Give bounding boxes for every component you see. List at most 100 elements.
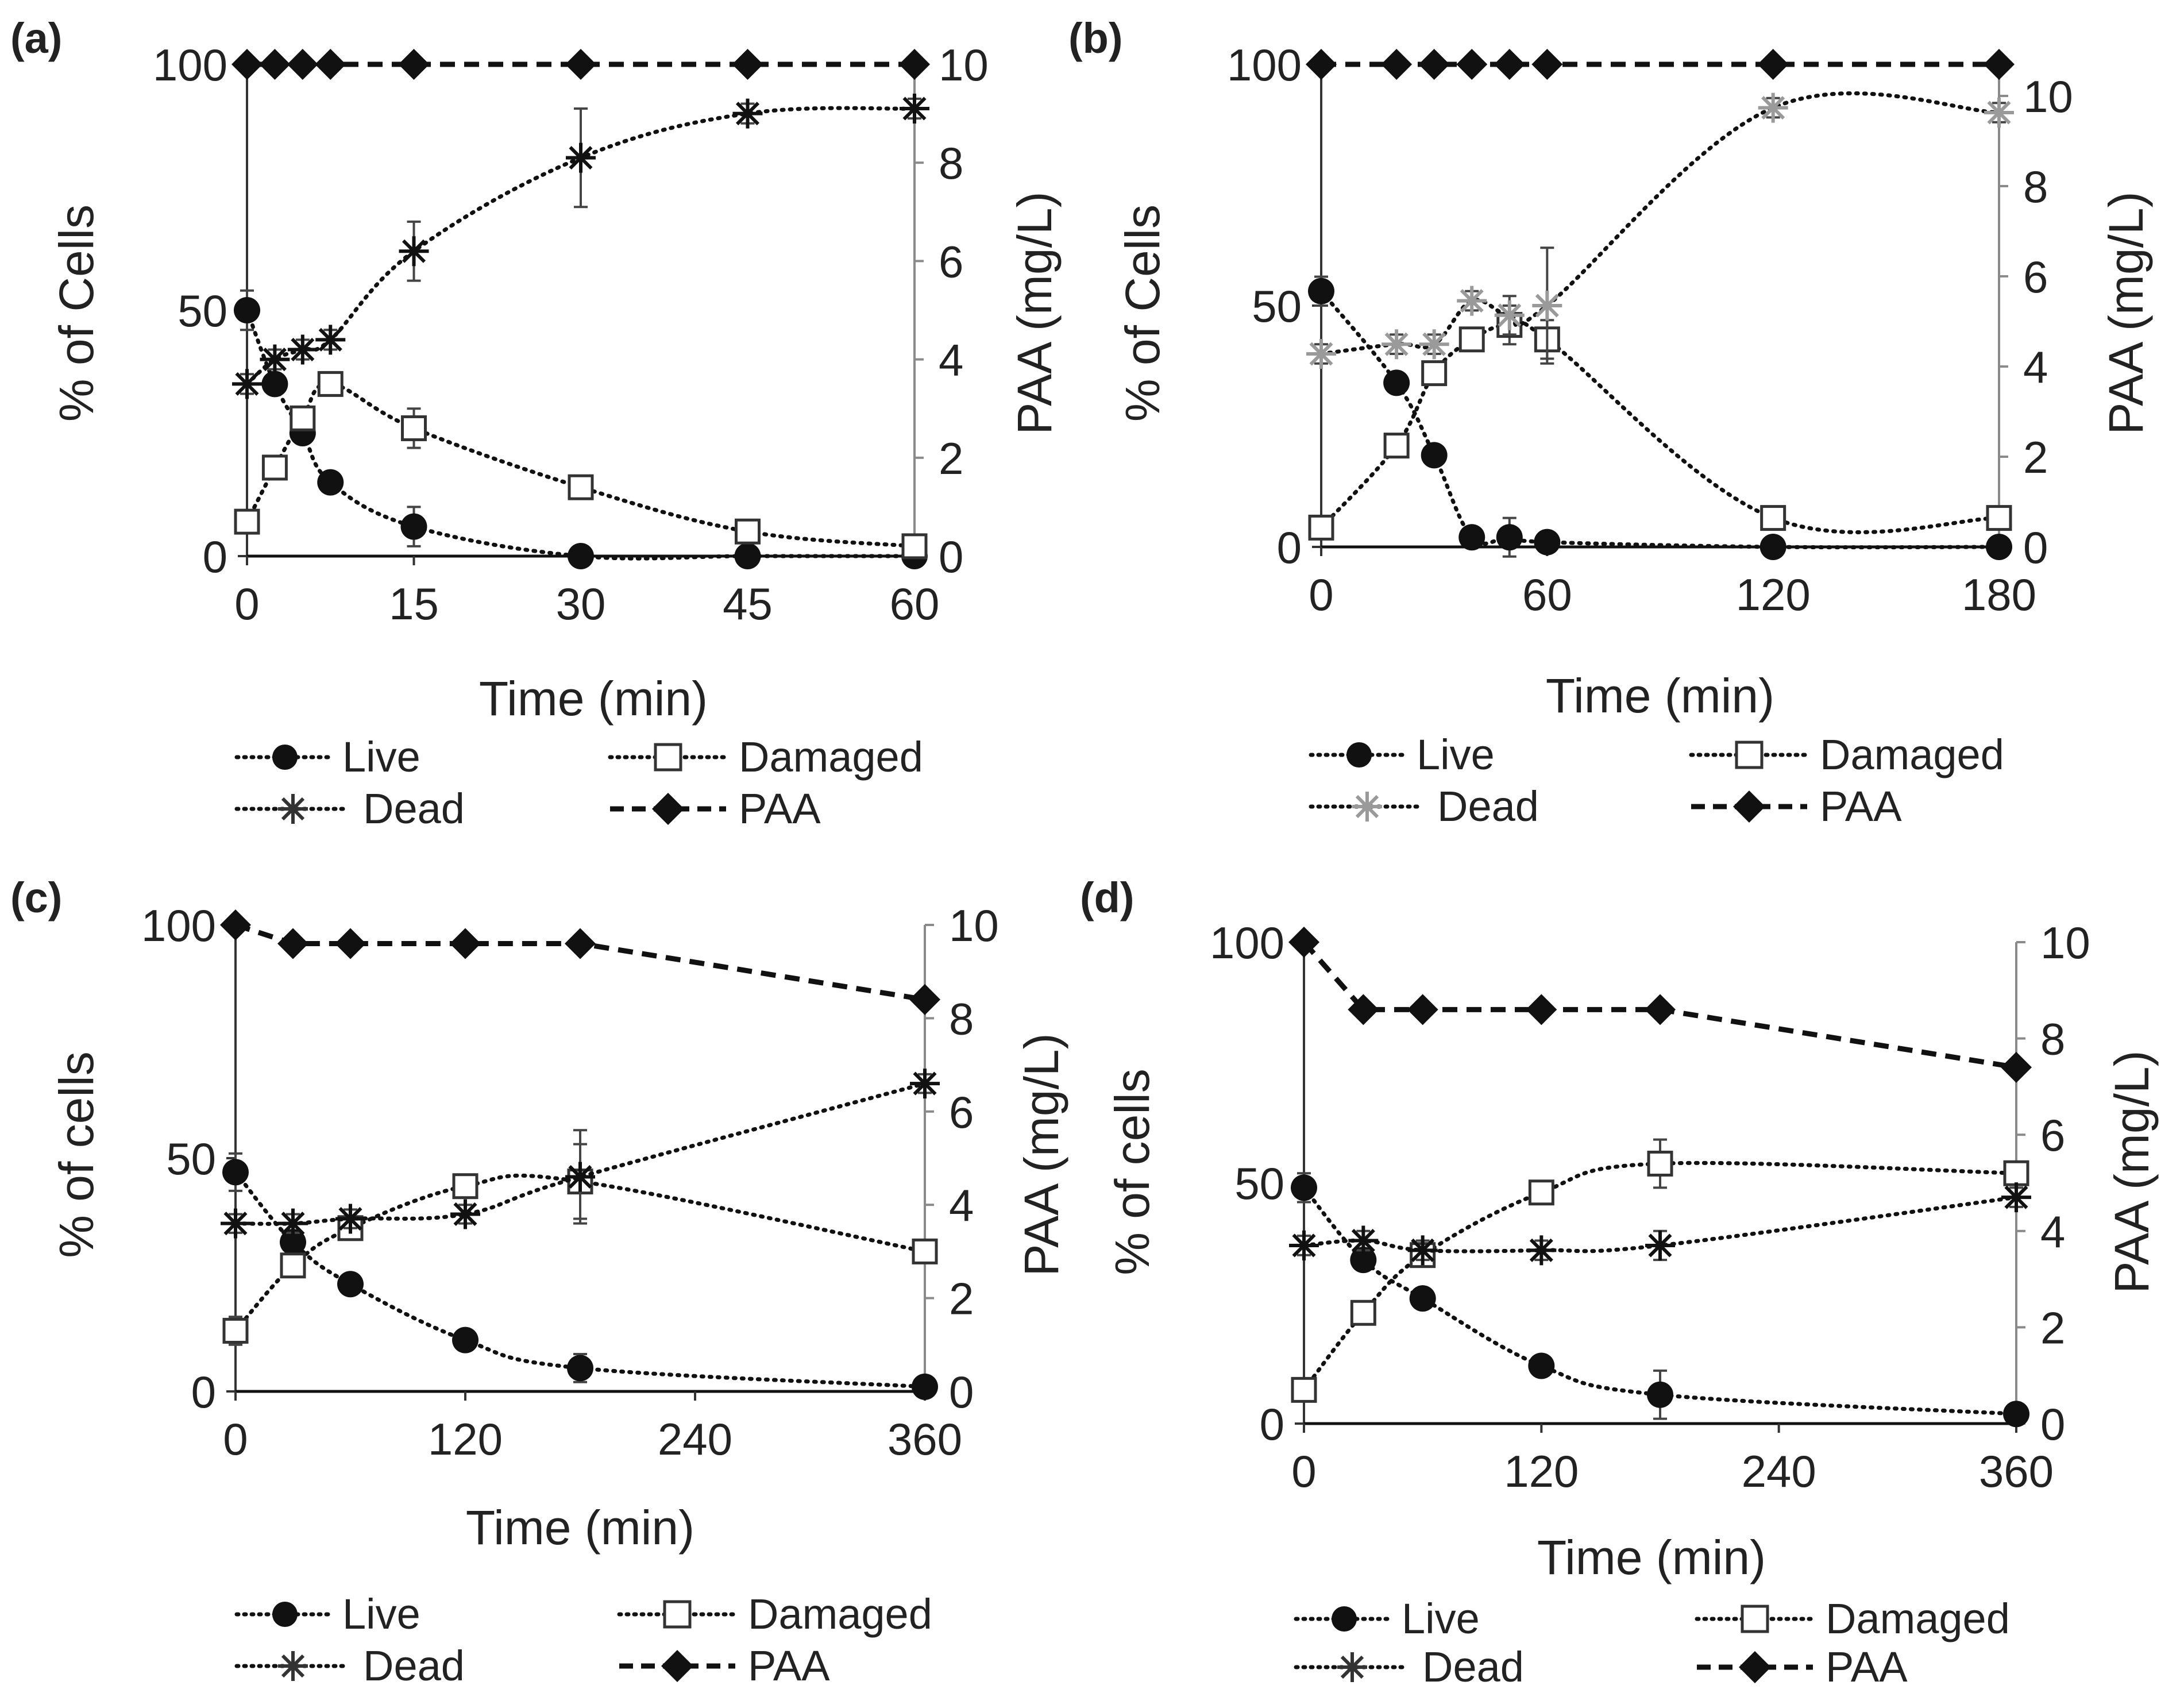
data-point-live-d [1291, 1174, 1317, 1201]
y-tick-label-d: 100 [1210, 917, 1284, 968]
y2-tick-label-c: 6 [949, 1087, 974, 1137]
series-paa-b [1306, 49, 2015, 80]
data-point-paa-b [1531, 49, 1563, 80]
y-tick-label-c: 100 [141, 900, 216, 951]
legend-live-b: Live [1309, 731, 1495, 778]
data-point-damaged-b [1421, 360, 1448, 387]
legend-damaged-c: Damaged [617, 1590, 932, 1638]
y2-tick-label-d: 10 [2040, 917, 2090, 968]
x-tick-label-c: 360 [888, 1414, 962, 1464]
legend-label-dead-c: Dead [363, 1642, 465, 1689]
series-paa-d [1288, 927, 2032, 1083]
y2-tick-label-a: 8 [939, 138, 963, 188]
y-tick-label-c: 50 [166, 1133, 216, 1184]
data-point-live-d [1647, 1381, 1673, 1408]
y2-axis-title-c: PAA (mg/L) [1014, 1033, 1068, 1276]
data-point-damaged-a [901, 533, 928, 560]
data-point-paa-b [1306, 49, 1337, 80]
data-point-paa-b [1418, 49, 1450, 80]
data-point-damaged-d [1291, 1376, 1317, 1403]
series-live-c [222, 1152, 938, 1400]
data-point-dead-a [566, 142, 596, 173]
x-tick-label-c: 0 [223, 1414, 248, 1464]
series-damaged-a [234, 371, 928, 560]
legend-marker-paa-a [652, 793, 684, 825]
legend-paa-b: PAA [1691, 782, 1902, 830]
series-paa-a [231, 49, 930, 80]
series-live-a [234, 289, 928, 569]
legend-label-damaged-d: Damaged [1826, 1595, 2010, 1642]
data-point-live-a [568, 543, 594, 569]
data-point-paa-c [335, 928, 366, 959]
y-tick-label-b: 50 [1252, 281, 1302, 331]
data-point-paa-a [315, 49, 346, 80]
legend-paa-a: PAA [610, 785, 821, 832]
data-point-dead-b [1419, 329, 1449, 360]
data-point-paa-c [450, 928, 481, 959]
data-point-dead-a [232, 369, 262, 399]
legend-dead-a: Dead [234, 785, 465, 832]
legend-d: Live Damaged Dead PAA [1294, 1595, 2010, 1689]
x-tick-label-b: 0 [1309, 569, 1333, 620]
legend-dead-b: Dead [1309, 782, 1539, 830]
series-line-paa-d [1302, 940, 2017, 1070]
x-axis-title-b: Time (min) [1546, 669, 1774, 723]
data-point-damaged-a [290, 405, 316, 431]
data-point-paa-b [1494, 49, 1525, 80]
panel-label-d: (d) [1080, 874, 1135, 921]
data-point-live-b [1421, 442, 1448, 469]
data-point-damaged-d [1528, 1179, 1554, 1206]
x-axis-title-d: Time (min) [1537, 1530, 1766, 1584]
data-point-paa-a [287, 49, 318, 80]
data-point-paa-d [1407, 994, 1438, 1025]
y2-tick-label-c: 0 [949, 1367, 974, 1417]
data-point-dead-b [1457, 286, 1487, 316]
data-point-live-c [452, 1326, 479, 1353]
data-point-dead-c [450, 1199, 480, 1229]
legend-marker-damaged-c [663, 1600, 692, 1629]
series-line-dead-c [233, 1081, 927, 1226]
y2-tick-label-a: 2 [939, 433, 963, 484]
legend-marker-damaged-b [1735, 741, 1764, 769]
data-point-paa-a [565, 49, 596, 80]
data-point-dead-b [1306, 339, 1336, 369]
data-point-dead-b [1758, 92, 1788, 123]
y-axis-title-d: % of cells [1105, 1069, 1159, 1275]
data-point-dead-a [260, 344, 290, 375]
y-tick-label-d: 0 [1260, 1399, 1284, 1449]
series-line-live-a [245, 308, 917, 561]
series-live-d [1291, 1172, 2029, 1428]
y2-tick-label-c: 2 [949, 1274, 974, 1324]
y2-tick-label-c: 10 [949, 900, 999, 951]
legend-label-live-a: Live [342, 733, 420, 781]
y2-tick-label-a: 4 [939, 335, 963, 385]
x-tick-label-b: 180 [1962, 569, 2036, 620]
y2-tick-label-d: 2 [2040, 1302, 2065, 1353]
data-point-damaged-b [1383, 433, 1410, 459]
data-point-damaged-a [261, 454, 288, 481]
legend-marker-paa-d [1739, 1651, 1771, 1683]
data-point-damaged-a [401, 415, 427, 441]
data-point-paa-a [231, 49, 263, 80]
data-point-paa-b [1757, 49, 1789, 80]
legend-marker-live-c [272, 1602, 298, 1627]
data-point-paa-d [1288, 927, 1319, 958]
data-point-dead-a [900, 94, 929, 124]
data-point-live-d [1350, 1247, 1377, 1274]
legend-label-paa-b: PAA [1820, 782, 1902, 830]
data-point-dead-a [287, 334, 318, 365]
legend-dead-d: Dead [1294, 1643, 1524, 1689]
data-point-paa-a [259, 49, 291, 80]
x-tick-label-a: 15 [389, 579, 439, 629]
legend-marker-damaged-d [1741, 1605, 1769, 1633]
y2-tick-label-d: 8 [2040, 1014, 2065, 1065]
legend-damaged-b: Damaged [1689, 731, 2004, 778]
data-point-live-d [1528, 1352, 1555, 1379]
data-point-damaged-d [1647, 1150, 1673, 1177]
legend-marker-dead-c [278, 1651, 308, 1681]
data-point-dead-c [910, 1069, 940, 1099]
